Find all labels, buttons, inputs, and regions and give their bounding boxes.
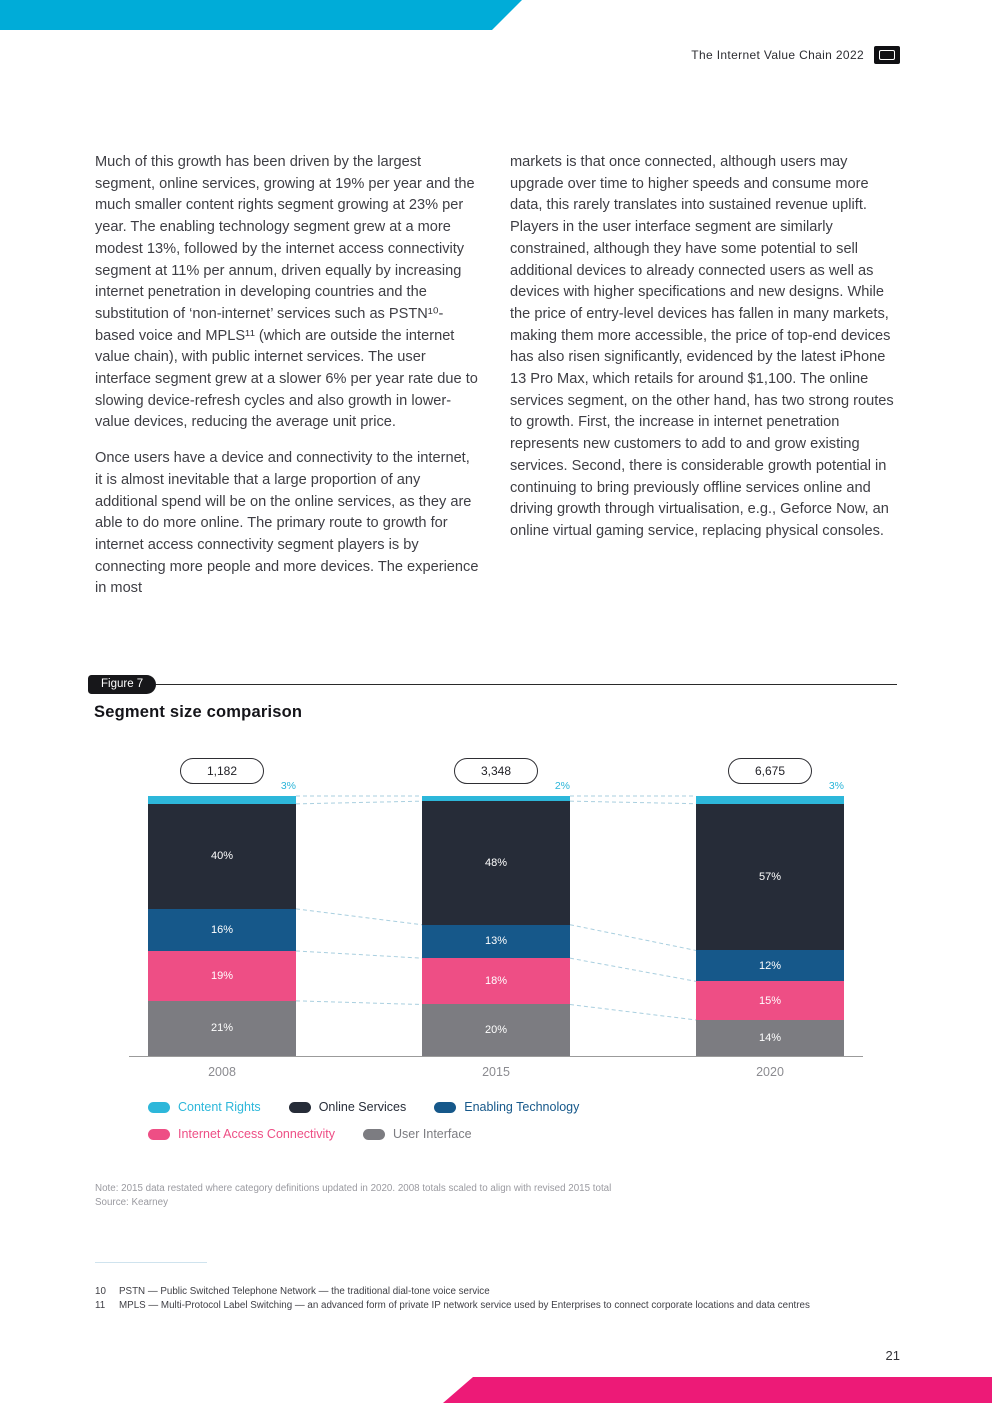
total-label-2008: 1,182 — [180, 758, 264, 784]
page-header: The Internet Value Chain 2022 — [691, 46, 900, 64]
paragraph: markets is that once connected, although… — [510, 154, 894, 539]
legend-swatch-online-services — [288, 1101, 311, 1113]
x-axis-label-2015: 2015 — [482, 1065, 510, 1079]
content-rights-pct-label: 3% — [828, 780, 844, 792]
top-cyan-banner — [0, 0, 522, 30]
footnote-divider — [95, 1262, 207, 1263]
legend-swatch-content-rights — [148, 1101, 170, 1113]
stacked-bar-2008: 40% 16% 19% 21% — [148, 796, 296, 1056]
segment-value-label: 21% — [210, 1022, 234, 1035]
footnote-text: MPLS — Multi-Protocol Label Switching — … — [119, 1299, 810, 1311]
connector-line — [295, 950, 423, 959]
segment-content-rights — [422, 796, 570, 802]
note-line: Note: 2015 data restated where category … — [95, 1183, 612, 1194]
footnote: 10 PSTN — Public Switched Telephone Netw… — [95, 1285, 810, 1299]
segment-value-label: 15% — [758, 994, 782, 1007]
connector-line — [569, 957, 697, 982]
x-axis-label-2008: 2008 — [208, 1065, 236, 1079]
segment-user-interface: 21% — [148, 1000, 296, 1056]
content-rights-pct-label: 3% — [280, 780, 296, 792]
footnote: 11 MPLS — Multi-Protocol Label Switching… — [95, 1299, 810, 1313]
connector-line — [295, 908, 423, 926]
footnote-number: 10 — [95, 1286, 106, 1297]
segment-enabling-technology: 16% — [148, 908, 296, 951]
segment-value-label: 16% — [210, 923, 234, 936]
connector-line — [295, 800, 423, 805]
report-title: The Internet Value Chain 2022 — [691, 48, 864, 62]
segment-internet-access-connectivity: 15% — [696, 981, 844, 1020]
legend-label: Online Services — [318, 1100, 407, 1114]
segment-enabling-technology: 12% — [696, 950, 844, 982]
legend-item-content-rights: Content Rights — [148, 1100, 261, 1114]
left-column: Much of this growth has been driven by t… — [95, 152, 480, 614]
footnote-text: PSTN — Public Switched Telephone Network… — [119, 1286, 490, 1297]
segment-value-label: 18% — [484, 975, 508, 988]
legend-label: Content Rights — [178, 1100, 261, 1114]
legend-swatch-enabling-technology — [434, 1101, 457, 1113]
legend-swatch-internet-access-connectivity — [148, 1128, 170, 1140]
figure-title: Segment size comparison — [94, 703, 303, 721]
segment-value-label: 13% — [484, 935, 508, 948]
segment-content-rights — [148, 796, 296, 804]
segment-value-label: 40% — [210, 850, 234, 863]
figure-header: Figure 7 — [88, 675, 897, 694]
segment-value-label: 48% — [484, 856, 508, 869]
figure-tag: Figure 7 — [88, 675, 157, 694]
segment-enabling-technology: 13% — [422, 924, 570, 959]
stacked-bar-2015: 48% 13% 18% 20% — [422, 796, 570, 1056]
stacked-bar-2020: 57% 12% 15% 14% — [696, 796, 844, 1056]
right-column: markets is that once connected, although… — [510, 152, 895, 614]
content-rights-pct-label: 2% — [554, 780, 570, 792]
segment-online-services: 57% — [696, 803, 844, 951]
legend-row: Content Rights Online Services Enabling Te… — [148, 1100, 579, 1114]
connector-line — [569, 800, 697, 805]
footnote-number: 11 — [95, 1299, 106, 1311]
segment-user-interface: 14% — [696, 1019, 844, 1056]
report-logo-icon — [874, 46, 900, 64]
legend-item-online-services: Online Services — [288, 1100, 407, 1114]
legend-row: Internet Access Connectivity User Interfa… — [148, 1127, 579, 1141]
segment-value-label: 57% — [758, 871, 782, 884]
connector-lines — [295, 795, 697, 1021]
x-axis-label-2020: 2020 — [756, 1065, 784, 1079]
segment-size-chart: 1,182 3% 40% 16% 19% 21% 2008 3,348 2% 48% 13% 18% 2… — [129, 758, 863, 1088]
legend-item-user-interface: User Interface — [363, 1127, 472, 1141]
page-number: 21 — [885, 1348, 900, 1363]
legend-label: Internet Access Connectivity — [178, 1127, 336, 1141]
figure-rule — [156, 684, 897, 685]
segment-internet-access-connectivity: 19% — [148, 950, 296, 1001]
total-label-2020: 6,675 — [728, 758, 812, 784]
connector-line — [295, 1000, 423, 1006]
segment-value-label: 12% — [758, 959, 782, 972]
total-label-2015: 3,348 — [454, 758, 538, 784]
segment-online-services: 40% — [148, 803, 296, 909]
segment-content-rights — [696, 796, 844, 804]
segment-internet-access-connectivity: 18% — [422, 958, 570, 1005]
chart-legend: Content Rights Online Services Enabling Te… — [148, 1100, 579, 1141]
paragraph: Much of this growth has been driven by t… — [95, 154, 478, 431]
legend-item-enabling-technology: Enabling Technology — [434, 1100, 579, 1114]
segment-online-services: 48% — [422, 801, 570, 925]
legend-label: Enabling Technology — [464, 1100, 580, 1114]
chart-note: Note: 2015 data restated where category … — [95, 1182, 611, 1209]
legend-swatch-user-interface — [363, 1128, 386, 1140]
body-text: Much of this growth has been driven by t… — [95, 152, 895, 614]
segment-user-interface: 20% — [422, 1004, 570, 1056]
x-axis — [129, 1056, 863, 1057]
segment-value-label: 19% — [210, 969, 234, 982]
legend-item-internet-access-connectivity: Internet Access Connectivity — [148, 1127, 335, 1141]
paragraph: Once users have a device and connectivit… — [95, 450, 479, 597]
footnotes: 10 PSTN — Public Switched Telephone Netw… — [95, 1285, 810, 1312]
legend-label: User Interface — [393, 1127, 472, 1141]
segment-value-label: 14% — [758, 1031, 782, 1044]
logo-mark — [879, 50, 895, 60]
segment-value-label: 20% — [484, 1024, 508, 1037]
bottom-pink-banner — [443, 1377, 992, 1403]
source-line: Source: Kearney — [95, 1196, 168, 1208]
connector-line — [569, 1004, 697, 1021]
connector-line — [569, 924, 697, 951]
